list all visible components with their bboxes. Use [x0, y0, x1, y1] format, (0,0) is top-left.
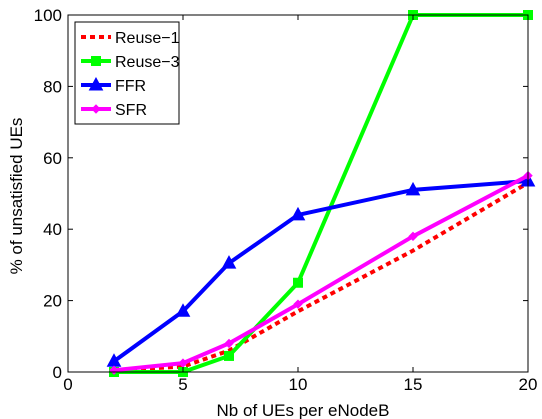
legend-entry: SFR: [81, 102, 147, 119]
data-point: [224, 350, 234, 361]
series-line: [113, 173, 529, 373]
x-tick-label: 15: [404, 375, 423, 394]
series-ffr: [106, 172, 536, 367]
legend-label: SFR: [115, 102, 147, 119]
legend-label: FFR: [115, 78, 146, 95]
data-point: [224, 338, 234, 349]
x-tick-label: 20: [519, 375, 538, 394]
y-tick-label: 80: [43, 77, 62, 96]
series-line: [112, 179, 529, 363]
data-point: [405, 181, 421, 196]
legend: Reuse−1 Reuse−3 FFR SFR: [74, 21, 180, 125]
y-tick-label: 100: [34, 6, 62, 25]
legend-marker: [91, 56, 101, 66]
x-tick-label: 0: [63, 375, 72, 394]
data-point: [293, 299, 303, 309]
y-tick-label: 0: [53, 363, 62, 382]
data-point: [408, 231, 418, 242]
data-point: [293, 277, 303, 288]
axes: 0 5 10 15 20 0 20 40 60 80 100: [34, 6, 538, 394]
x-tick-label: 5: [178, 375, 187, 394]
series-sfr: [109, 170, 533, 375]
series-line: [113, 181, 530, 373]
legend-entry: FFR: [81, 76, 146, 95]
y-tick-label: 20: [43, 292, 62, 311]
data-point: [221, 255, 237, 269]
legend-entry: Reuse−1: [81, 30, 180, 47]
legend-marker: [91, 104, 101, 114]
data-point: [175, 303, 191, 317]
legend-entry: Reuse−3: [81, 54, 180, 71]
x-axis-label: Nb of UEs per eNodeB: [217, 401, 390, 419]
y-tick-label: 40: [43, 220, 62, 239]
y-tick-label: 60: [43, 149, 62, 168]
series-reuse-1: [113, 181, 530, 373]
y-axis-label: % of unsatisfied UEs: [7, 118, 26, 275]
data-point: [290, 206, 306, 221]
legend-marker: [88, 76, 104, 91]
legend-label: Reuse−3: [115, 54, 180, 71]
legend-label: Reuse−1: [115, 30, 180, 47]
x-tick-label: 10: [289, 375, 308, 394]
